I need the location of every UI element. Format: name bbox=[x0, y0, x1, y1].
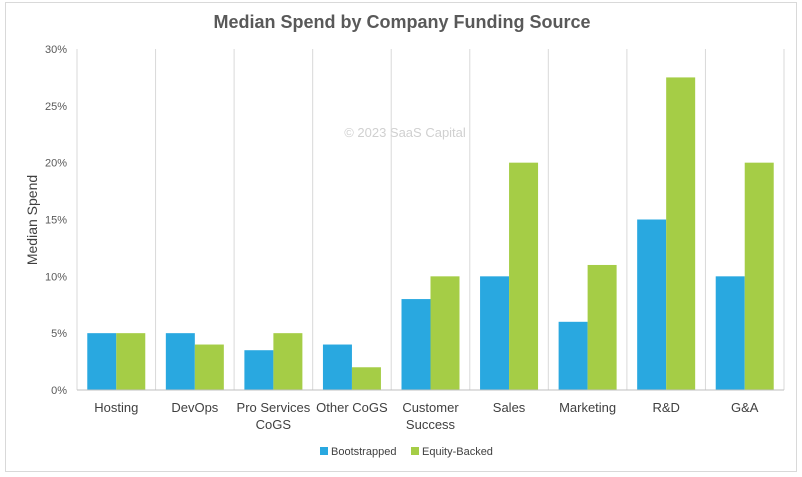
bar-equity-backed bbox=[116, 333, 146, 390]
y-tick-label: 10% bbox=[45, 271, 67, 283]
x-category-label: Marketing bbox=[559, 400, 616, 415]
bar-equity-backed bbox=[273, 333, 303, 390]
bars bbox=[87, 77, 774, 391]
x-category-label: Hosting bbox=[94, 400, 138, 415]
legend-label: Bootstrapped bbox=[331, 446, 396, 458]
bar-equity-backed bbox=[587, 264, 617, 390]
x-axis-categories: Hosting DevOps Pro Services CoGS Other CoGS C… bbox=[94, 400, 759, 432]
legend-label: Equity-Backed bbox=[422, 446, 493, 458]
bar-bootstrapped bbox=[322, 344, 352, 390]
y-axis-ticks: 0% 5% 10% 15% 20% 25% 30% bbox=[45, 44, 67, 397]
bar-equity-backed bbox=[744, 162, 774, 390]
legend-swatch bbox=[411, 447, 419, 455]
legend: Bootstrapped Equity-Backed bbox=[320, 446, 493, 458]
x-category-label: R&D bbox=[652, 400, 679, 415]
bar-bootstrapped bbox=[637, 219, 667, 390]
bar-bootstrapped bbox=[480, 276, 510, 390]
x-category-label: G&A bbox=[731, 400, 759, 415]
bar-equity-backed bbox=[430, 276, 460, 390]
y-tick-label: 5% bbox=[51, 328, 67, 340]
watermark: © 2023 SaaS Capital bbox=[344, 125, 466, 140]
legend-swatch bbox=[320, 447, 328, 455]
y-tick-label: 20% bbox=[45, 158, 67, 170]
bar-bootstrapped bbox=[558, 321, 588, 390]
x-category-label: Other CoGS bbox=[316, 400, 388, 415]
bar-equity-backed bbox=[351, 367, 381, 390]
y-tick-label: 0% bbox=[51, 385, 67, 397]
bar-equity-backed bbox=[666, 77, 696, 391]
x-category-label: DevOps bbox=[171, 400, 218, 415]
category-separators bbox=[76, 49, 785, 390]
bar-equity-backed bbox=[509, 162, 539, 390]
bar-bootstrapped bbox=[165, 333, 195, 390]
y-axis-label: Median Spend bbox=[24, 175, 40, 265]
y-tick-label: 25% bbox=[45, 101, 67, 113]
x-category-label: Success bbox=[406, 417, 456, 432]
chart-title: Median Spend by Company Funding Source bbox=[213, 12, 590, 32]
x-category-label: CoGS bbox=[256, 417, 292, 432]
bar-equity-backed bbox=[194, 344, 224, 390]
bar-bootstrapped bbox=[715, 276, 745, 390]
x-category-label: Sales bbox=[493, 400, 526, 415]
y-tick-label: 30% bbox=[45, 44, 67, 56]
bar-bootstrapped bbox=[244, 350, 274, 390]
bar-bootstrapped bbox=[401, 299, 431, 390]
x-category-label: Customer bbox=[402, 400, 459, 415]
y-tick-label: 15% bbox=[45, 215, 67, 227]
x-category-label: Pro Services bbox=[237, 400, 311, 415]
bar-bootstrapped bbox=[87, 333, 117, 390]
